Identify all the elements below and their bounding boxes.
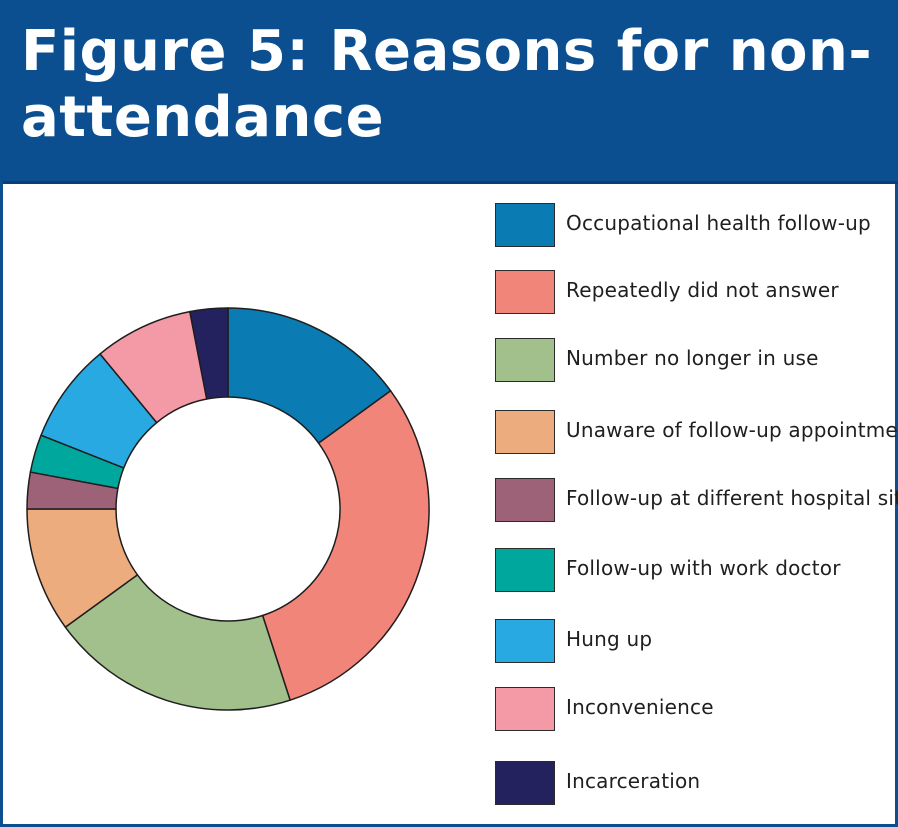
legend-swatch: [495, 687, 555, 731]
legend-label: Inconvenience: [566, 695, 714, 719]
legend-swatch: [495, 270, 555, 314]
legend-label: Number no longer in use: [566, 346, 819, 370]
legend-swatch: [495, 761, 555, 805]
legend-swatch: [495, 619, 555, 663]
legend-item-repeatedly-did-not-answer: Repeatedly did not answer: [495, 270, 895, 316]
legend-swatch: [495, 548, 555, 592]
legend-item-hung-up: Hung up: [495, 619, 895, 665]
figure-title: Figure 5: Reasons for non-attendance: [21, 19, 873, 150]
legend-swatch: [495, 478, 555, 522]
slice-occupational-health-follow-up: [227, 307, 392, 444]
donut-slices: [26, 307, 430, 711]
legend-item-incarceration: Incarceration: [495, 761, 895, 807]
legend-swatch: [495, 410, 555, 454]
legend-label: Hung up: [566, 627, 653, 651]
legend-item-occupational-health-follow-up: Occupational health follow-up: [495, 203, 895, 249]
legend-item-number-no-longer-in-use: Number no longer in use: [495, 338, 895, 384]
donut-chart: [26, 307, 430, 711]
legend-item-unaware-of-follow-up-appointment: Unaware of follow-up appointment: [495, 410, 898, 456]
slice-number-no-longer-in-use: [64, 574, 291, 711]
slice-incarceration: [189, 307, 229, 400]
legend-label: Repeatedly did not answer: [566, 278, 839, 302]
legend-label: Follow-up with work doctor: [566, 556, 841, 580]
figure-header: Figure 5: Reasons for non-attendance: [3, 3, 898, 184]
legend-item-inconvenience: Inconvenience: [495, 687, 895, 733]
legend-label: Occupational health follow-up: [566, 211, 871, 235]
slice-repeatedly-did-not-answer: [261, 390, 430, 701]
legend-label: Incarceration: [566, 769, 701, 793]
legend-item-follow-up-at-different-hospital-site: Follow-up at different hospital site: [495, 478, 898, 524]
legend-swatch: [495, 338, 555, 382]
legend-label: Follow-up at different hospital site: [566, 486, 898, 510]
legend-label: Unaware of follow-up appointment: [566, 418, 898, 442]
legend-swatch: [495, 203, 555, 247]
legend-item-follow-up-with-work-doctor: Follow-up with work doctor: [495, 548, 895, 594]
